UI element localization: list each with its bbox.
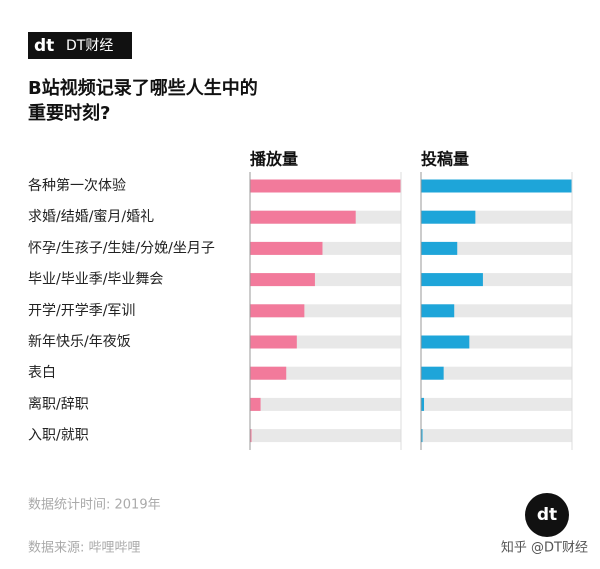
- logo-circle: [525, 493, 569, 537]
- bar-track: [421, 397, 572, 411]
- note: 数据统计时间: 2019年: [28, 498, 161, 513]
- bar-track: [421, 241, 572, 255]
- y-tick-label: 离职/辞职: [28, 395, 89, 412]
- y-tick-label: 新年快乐/年夜饭: [28, 334, 131, 350]
- bar: [421, 366, 444, 380]
- y-tick-label: 入职/就职: [28, 428, 89, 444]
- bar: [250, 179, 401, 193]
- y-tick-label: 各种第一次体验: [28, 177, 126, 194]
- y-tick-label: 怀孕/生孩子/生娃/分娩/坐月子: [28, 240, 215, 256]
- bar: [250, 397, 261, 411]
- bar: [421, 179, 572, 193]
- bar: [250, 429, 252, 443]
- bar-track: [250, 429, 401, 443]
- bar: [421, 210, 476, 224]
- bar: [250, 335, 297, 349]
- bar: [421, 304, 455, 318]
- legend-label: 投稿量: [421, 150, 469, 169]
- bar: [250, 241, 323, 255]
- bar: [421, 335, 470, 349]
- bar: [421, 397, 425, 411]
- chart-title: B站视频记录了哪些人生中的: [28, 77, 258, 99]
- bar: [421, 273, 483, 287]
- bar: [250, 366, 287, 380]
- legend-label: 播放量: [250, 150, 298, 169]
- bar-track: [250, 366, 401, 380]
- bar-track: [421, 366, 572, 380]
- note: 数据来源: 哔哩哔哩: [28, 541, 141, 556]
- y-tick-label: 毕业/毕业季/毕业舞会: [28, 272, 163, 288]
- chart-title: 重要时刻?: [28, 102, 110, 124]
- bar: [250, 273, 315, 287]
- watermark: 知乎 @DT财经: [501, 540, 588, 556]
- bar: [421, 241, 458, 255]
- logo-mark: dt: [34, 36, 54, 56]
- y-tick-label: 求婚/结婚/蜜月/婚礼: [28, 209, 154, 225]
- bar: [250, 210, 356, 224]
- y-tick-label: 开学/开学季/军训: [28, 303, 135, 319]
- y-tick-label: 表白: [28, 365, 56, 381]
- bar: [250, 304, 305, 318]
- logo-box: [28, 32, 132, 59]
- logo-name: DT财经: [66, 38, 113, 54]
- logo-mark: dt: [537, 505, 557, 525]
- bar: [421, 429, 423, 443]
- bar-track: [421, 304, 572, 318]
- bar-track: [250, 397, 401, 411]
- bar-track: [421, 429, 572, 443]
